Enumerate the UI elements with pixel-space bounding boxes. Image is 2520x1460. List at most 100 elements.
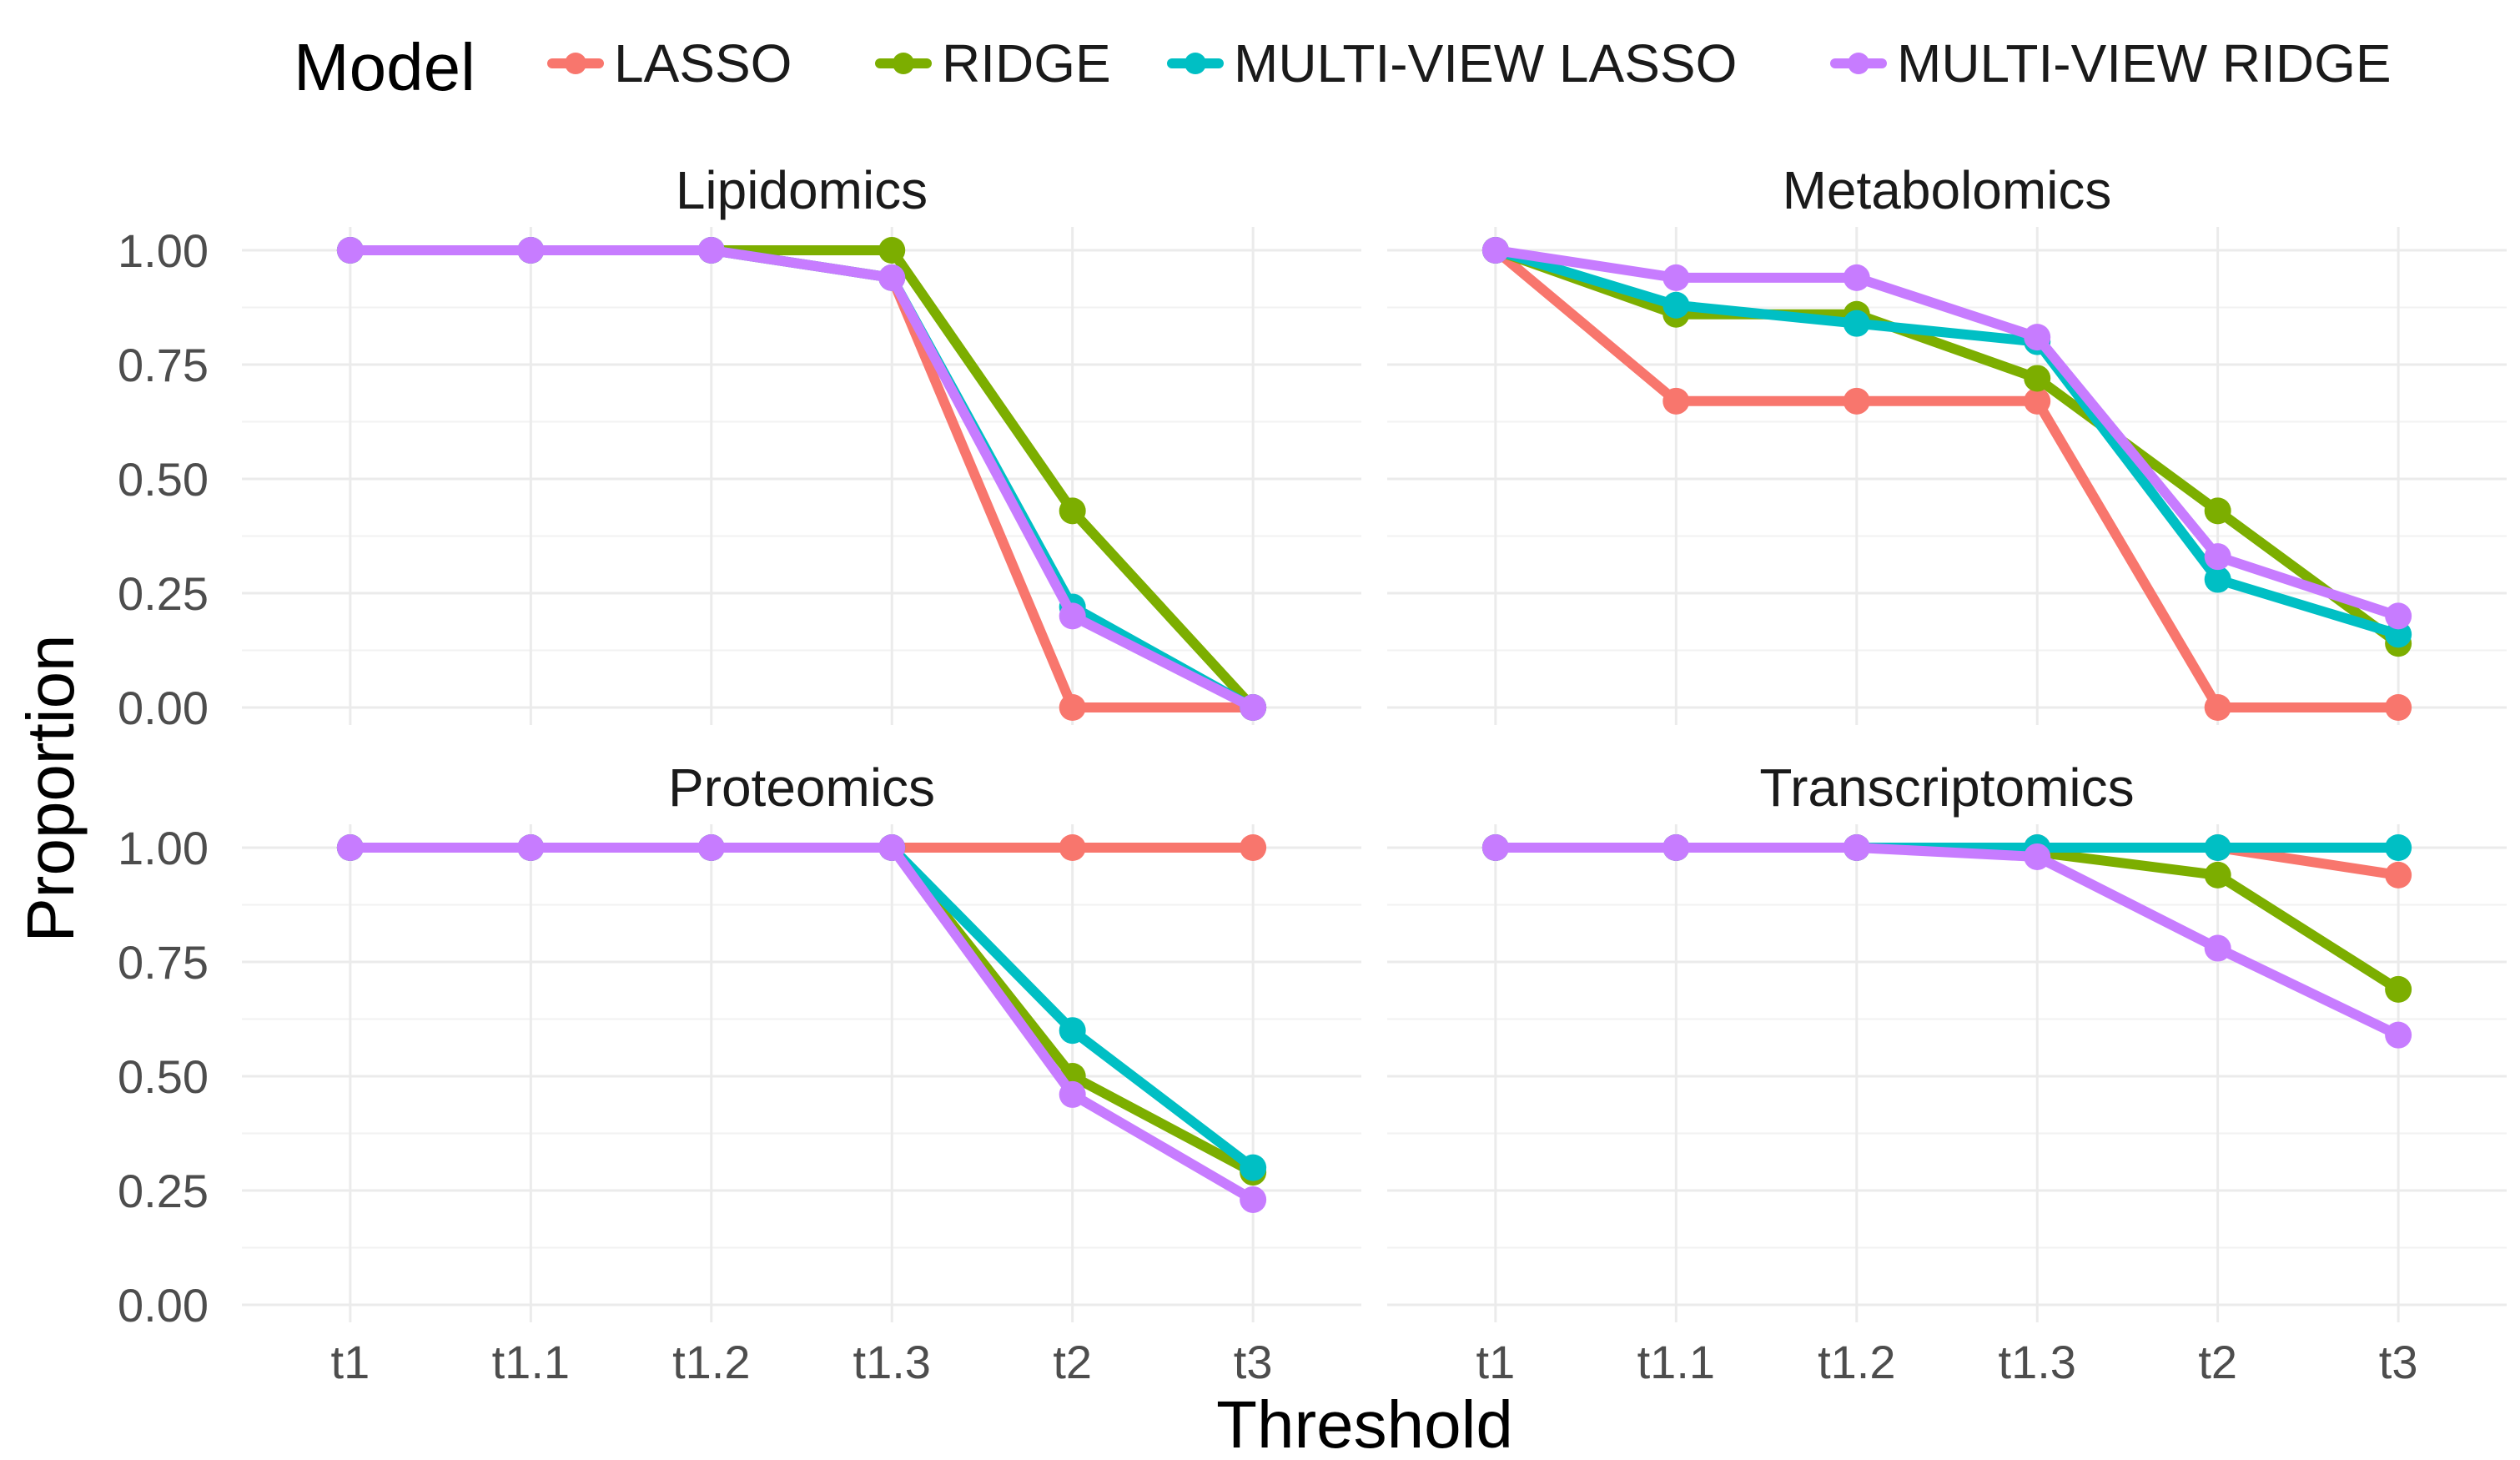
- series-line: [345, 843, 1259, 1205]
- data-point: [1059, 497, 1086, 525]
- data-point: [1662, 387, 1690, 415]
- x-tick-label: t2: [1053, 1336, 1092, 1388]
- panel-title: Lipidomics: [676, 160, 928, 220]
- legend-key-point: [1185, 53, 1206, 74]
- data-point: [2385, 1021, 2412, 1049]
- data-point: [2204, 834, 2231, 861]
- panel-metabolomics: Metabolomics: [1387, 160, 2507, 725]
- data-point: [1662, 291, 1690, 319]
- y-tick-label: 0.50: [118, 453, 209, 506]
- data-point: [1662, 264, 1690, 291]
- data-point: [1059, 834, 1086, 861]
- data-point: [336, 834, 364, 861]
- data-point: [2385, 834, 2412, 861]
- x-tick-label: t2: [2198, 1336, 2237, 1388]
- y-tick-label: 0.00: [118, 1279, 209, 1332]
- data-point: [1240, 1154, 1267, 1181]
- data-point: [517, 834, 545, 861]
- data-point: [1240, 694, 1267, 721]
- y-tick-label: 0.25: [118, 567, 209, 620]
- y-tick-label: 1.00: [118, 224, 209, 277]
- data-point: [1059, 602, 1086, 630]
- y-tick-label: 0.00: [118, 682, 209, 734]
- panel-title: Transcriptomics: [1759, 758, 2134, 818]
- legend-item-multi-view-ridge: MULTI-VIEW RIDGE: [1830, 33, 2392, 93]
- series-line: [1490, 245, 2404, 640]
- data-point: [1662, 834, 1690, 861]
- x-tick-label: t1.2: [1818, 1336, 1895, 1388]
- data-point: [1059, 1017, 1086, 1045]
- data-point: [1059, 1080, 1086, 1108]
- x-tick-label: t1: [331, 1336, 370, 1388]
- data-point: [2024, 843, 2051, 870]
- legend-item-ridge: RIDGE: [875, 33, 1111, 93]
- data-point: [2385, 694, 2412, 721]
- legend-label: LASSO: [614, 33, 792, 93]
- data-point: [2204, 566, 2231, 593]
- series-multi-view-ridge: [1481, 834, 2412, 1049]
- panel-proteomics: Proteomics 0.00 0.25 0.50 0.75 1.00 t1 t1.1 t1.2…: [118, 758, 1361, 1388]
- data-point: [2204, 861, 2231, 889]
- data-point: [2024, 387, 2051, 415]
- legend-key-point: [565, 53, 586, 74]
- panel-title: Metabolomics: [1783, 160, 2112, 220]
- data-point: [2385, 602, 2412, 630]
- legend-key-point: [1848, 53, 1869, 74]
- panel-transcriptomics: Transcriptomics t1 t1.1 t1.2 t1.3 t2 t3: [1387, 758, 2507, 1388]
- series-lasso: [1481, 237, 2412, 721]
- data-point: [2024, 324, 2051, 351]
- legend: Model LASSO RIDGE MULTI-VIEW LASSO MULTI-VIE…: [294, 30, 2392, 104]
- legend-item-lasso: LASSO: [547, 33, 792, 93]
- y-tick-label: 0.75: [118, 936, 209, 989]
- series-line: [345, 245, 1259, 712]
- data-point: [1843, 834, 1870, 861]
- data-point: [517, 237, 545, 264]
- data-point: [2385, 621, 2412, 648]
- y-tick-label: 0.25: [118, 1165, 209, 1217]
- data-point: [878, 834, 906, 861]
- data-point: [336, 237, 364, 264]
- legend-title: Model: [294, 30, 475, 104]
- y-axis-title: Proportion: [13, 634, 88, 942]
- series-multi-view-ridge: [1481, 237, 2412, 630]
- x-axis-title: Threshold: [1216, 1387, 1513, 1460]
- data-point: [1843, 264, 1870, 291]
- y-tick-label: 0.50: [118, 1050, 209, 1103]
- series-line: [1490, 245, 2404, 712]
- data-point: [1240, 1186, 1267, 1213]
- data-point: [2204, 694, 2231, 721]
- x-tick-label: t1.1: [1637, 1336, 1715, 1388]
- panel-title: Proteomics: [668, 758, 935, 818]
- panel-lipidomics: Lipidomics 0.00 0.25 0.50 0.75 1.00: [118, 160, 1361, 734]
- x-tick-label: t3: [1234, 1336, 1273, 1388]
- data-point: [1481, 834, 1509, 861]
- data-point: [1843, 310, 1870, 337]
- data-point: [1240, 834, 1267, 861]
- x-tick-label: t1.2: [672, 1336, 750, 1388]
- x-tick-label: t3: [2379, 1336, 2418, 1388]
- x-tick-label: t1: [1476, 1336, 1516, 1388]
- data-point: [1481, 237, 1509, 264]
- data-point: [2204, 497, 2231, 525]
- legend-label: MULTI-VIEW LASSO: [1234, 33, 1737, 93]
- chart-panels: Lipidomics 0.00 0.25 0.50 0.75 1.00 Metabolomi…: [118, 160, 2507, 1388]
- data-point: [2204, 543, 2231, 571]
- data-point: [1843, 387, 1870, 415]
- series-line: [1490, 245, 2404, 622]
- data-point: [2385, 861, 2412, 889]
- data-point: [2204, 934, 2231, 962]
- y-tick-label: 0.75: [118, 339, 209, 391]
- legend-item-multi-view-lasso: MULTI-VIEW LASSO: [1167, 33, 1737, 93]
- data-point: [1059, 694, 1086, 721]
- x-tick-label: t1.3: [1999, 1336, 2076, 1388]
- series-lasso: [1481, 834, 2412, 889]
- data-point: [878, 237, 906, 264]
- x-tick-label: t1.3: [853, 1336, 931, 1388]
- data-point: [2024, 365, 2051, 392]
- legend-label: MULTI-VIEW RIDGE: [1897, 33, 2392, 93]
- data-point: [878, 264, 906, 291]
- x-tick-label: t1.1: [492, 1336, 570, 1388]
- data-point: [697, 834, 725, 861]
- series-multi-view-lasso: [1481, 237, 2412, 648]
